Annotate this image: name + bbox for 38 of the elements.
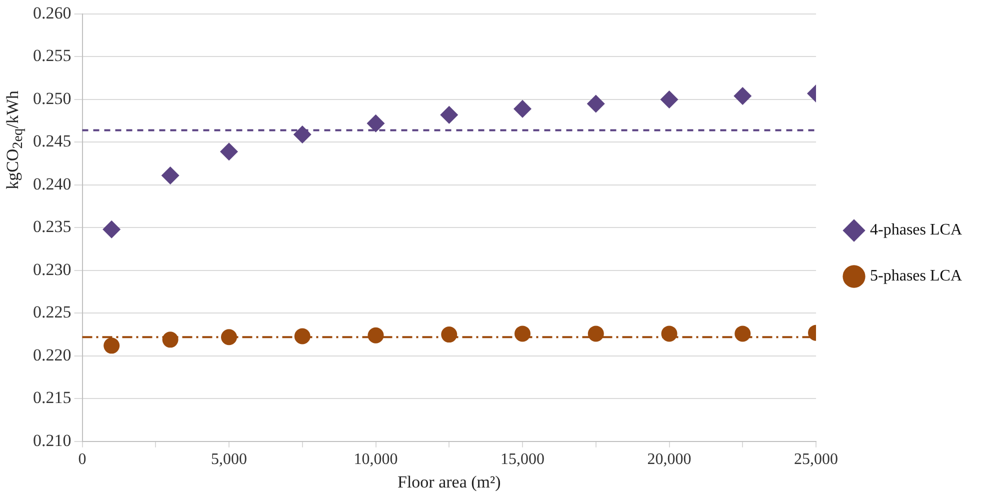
- point: [104, 338, 120, 354]
- x-axis-title: Floor area (m²): [397, 472, 501, 492]
- x-tick-label: 0: [78, 451, 86, 468]
- point: [221, 329, 238, 346]
- x-tick-label: 10,000: [354, 451, 398, 468]
- x-tick-label: 15,000: [500, 451, 545, 468]
- point: [734, 87, 752, 106]
- point: [440, 106, 458, 124]
- point: [586, 94, 605, 113]
- y-tick-label: 0.230: [33, 260, 72, 279]
- legend-label: 5-phases LCA: [870, 268, 962, 285]
- y-tick-label: 0.220: [33, 345, 72, 364]
- point: [514, 326, 531, 342]
- point: [293, 126, 312, 144]
- point: [102, 220, 121, 238]
- point: [588, 326, 604, 342]
- point: [220, 142, 238, 161]
- point: [441, 326, 458, 343]
- y-tick-label: 0.225: [33, 302, 72, 322]
- x-tick-label: 20,000: [647, 451, 692, 468]
- point: [514, 100, 532, 118]
- y-tick-label: 0.245: [33, 132, 72, 151]
- y-tick-label: 0.255: [33, 46, 72, 66]
- point: [366, 114, 385, 132]
- point: [294, 328, 310, 344]
- y-tick-label: 0.215: [33, 388, 72, 408]
- point: [734, 326, 751, 342]
- y-tick-label: 0.235: [33, 217, 72, 236]
- x-tick-label: 25,000: [794, 451, 838, 468]
- y-tick-label: 0.250: [33, 88, 72, 108]
- y-tick-label: 0.240: [33, 174, 72, 194]
- point: [660, 90, 678, 108]
- point: [368, 327, 384, 344]
- point: [161, 166, 180, 185]
- legend-label: 4-phases LCA: [870, 222, 962, 239]
- y-tick-label: 0.260: [33, 3, 72, 22]
- y-tick-label: 0.210: [33, 430, 72, 450]
- x-tick-label: 5,000: [211, 451, 248, 468]
